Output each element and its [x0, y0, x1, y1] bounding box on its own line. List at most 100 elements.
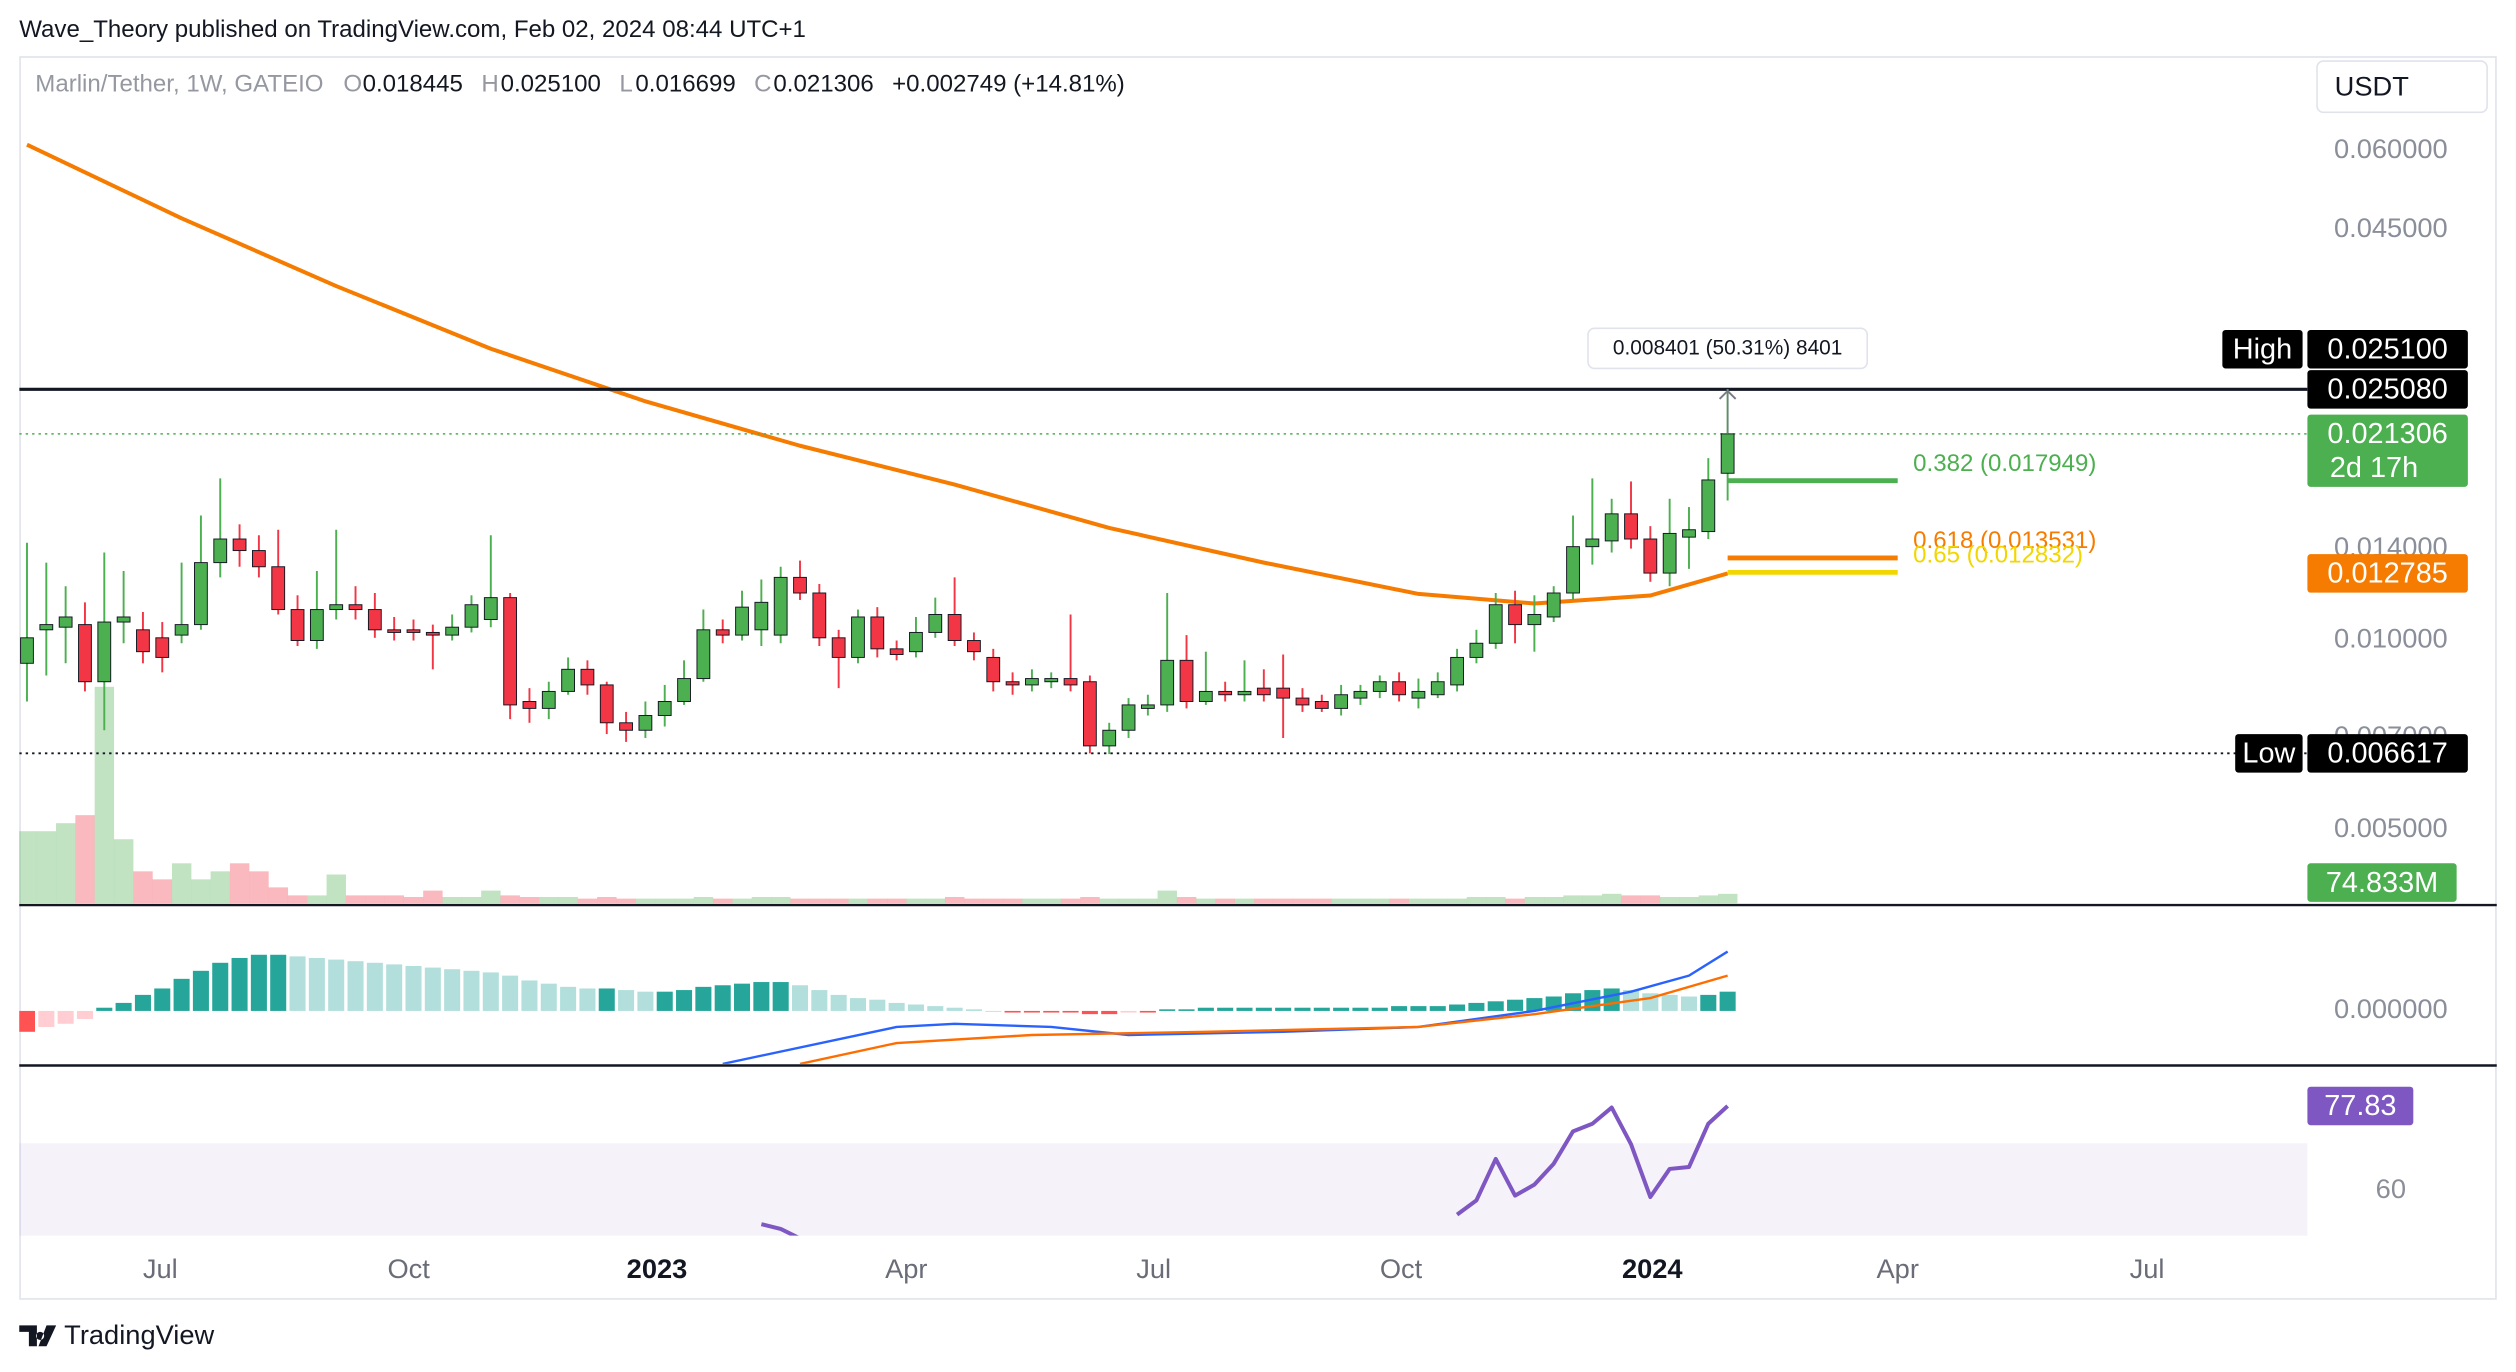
- volume-bar: [1582, 895, 1603, 904]
- ohlc-letter: C: [754, 70, 771, 97]
- x-tick-label: Apr: [885, 1253, 927, 1284]
- volume-bar: [384, 895, 404, 904]
- macd-bar: [192, 970, 209, 1011]
- macd-bar: [463, 970, 480, 1011]
- candle-body: [1295, 697, 1310, 706]
- high-tag: High: [2233, 333, 2292, 365]
- candle-body: [367, 609, 382, 631]
- macd-bar: [1391, 1006, 1408, 1011]
- macd-bar: [1217, 1007, 1234, 1011]
- macd-bar: [869, 999, 886, 1011]
- macd-bar: [1023, 1010, 1040, 1013]
- ema-value: 0.012785: [2327, 558, 2447, 590]
- x-tick-label: 2024: [1622, 1253, 1683, 1284]
- fib-label: 0.618 (0.013531): [1913, 527, 2096, 554]
- price-value: 0.021306: [2327, 418, 2447, 450]
- volume-bar: [1331, 898, 1351, 904]
- candle-body: [1160, 659, 1175, 706]
- volume-bar: [655, 898, 675, 904]
- candle-body: [97, 621, 112, 683]
- volume-bar: [829, 898, 849, 904]
- volume-bar: [597, 897, 617, 904]
- macd-bar: [560, 986, 577, 1011]
- candle-body: [1082, 681, 1097, 747]
- candle-body: [657, 701, 672, 716]
- volume-bar: [307, 895, 327, 904]
- volume-bar: [133, 871, 153, 904]
- macd-bar: [637, 991, 654, 1011]
- volume-bar: [1350, 898, 1371, 904]
- price-pane: [19, 142, 2308, 904]
- volume-bar: [732, 898, 752, 904]
- candle-body: [619, 722, 633, 731]
- candle-body: [1430, 681, 1445, 696]
- candle-body: [1179, 659, 1194, 702]
- y-tick-label: 60: [2376, 1173, 2406, 1204]
- fib-label: 0.65 (0.012832): [1913, 542, 2083, 569]
- volume-bar: [1138, 898, 1158, 904]
- macd-bar: [811, 990, 828, 1011]
- candle-body: [1044, 678, 1059, 683]
- candle-body: [754, 601, 769, 631]
- currency-button[interactable]: [2316, 60, 2488, 114]
- macd-bar: [1410, 1006, 1427, 1011]
- rsi-line: [760, 1104, 1729, 1236]
- volume-bar: [1080, 897, 1100, 904]
- candle-body: [793, 576, 807, 594]
- ohlc-letter: L: [619, 70, 632, 97]
- candle-body: [58, 616, 73, 628]
- ohlc-value: 0.016699: [635, 70, 735, 97]
- candle-body: [425, 631, 440, 636]
- volume-bar: [1447, 898, 1467, 904]
- high-value-box: [2307, 329, 2468, 369]
- macd-bar: [1043, 1010, 1060, 1013]
- candle-body: [194, 562, 208, 626]
- candle-body: [1682, 529, 1696, 538]
- macd-bar: [1236, 1007, 1253, 1011]
- macd-bar: [618, 990, 635, 1011]
- volume-bar: [1002, 898, 1023, 904]
- macd-bar: [1429, 1006, 1446, 1011]
- macd-bar: [1700, 994, 1717, 1011]
- macd-bar: [1352, 1007, 1369, 1011]
- candle-body: [1063, 678, 1078, 686]
- volume-bar: [1428, 898, 1448, 904]
- price-box: [2307, 414, 2468, 487]
- candle-body: [986, 656, 1001, 683]
- volume-bar: [1099, 898, 1120, 904]
- measure-label: 0.008401 (50.31%) 8401: [1613, 337, 1842, 360]
- volume-bar: [1524, 897, 1545, 904]
- volume-bar: [887, 898, 907, 904]
- candle-body: [1334, 694, 1349, 709]
- low-value-box: [2307, 734, 2468, 773]
- macd-bar: [386, 964, 403, 1011]
- macd-bar: [1255, 1007, 1272, 1011]
- candle-body: [20, 637, 34, 664]
- volume-bar: [1196, 898, 1216, 904]
- volume-bar: [500, 895, 520, 904]
- volume-bar: [423, 890, 443, 904]
- macd-bar: [154, 988, 171, 1011]
- candle-body: [387, 629, 402, 633]
- currency[interactable]: USDT: [2335, 70, 2410, 101]
- ohlc-letter: H: [481, 70, 498, 97]
- macd-bar: [1004, 1010, 1021, 1013]
- candle-body: [909, 631, 923, 653]
- macd-bar: [76, 1010, 93, 1019]
- candle-body: [39, 624, 54, 631]
- macd-bar: [849, 998, 867, 1011]
- volume-bar: [1060, 898, 1081, 904]
- macd-bar: [656, 991, 673, 1011]
- volume-bar: [539, 897, 559, 904]
- macd-bar: [1719, 991, 1736, 1011]
- volume-bar: [1486, 897, 1506, 904]
- volume-bar: [925, 898, 946, 904]
- ohlc-letter: O: [343, 70, 362, 97]
- candle-body: [1527, 614, 1542, 626]
- volume-bar: [1215, 898, 1235, 904]
- candle-body: [309, 609, 324, 642]
- candle-body: [155, 637, 170, 658]
- volume-bar: [558, 897, 578, 904]
- volume-bar: [365, 895, 385, 904]
